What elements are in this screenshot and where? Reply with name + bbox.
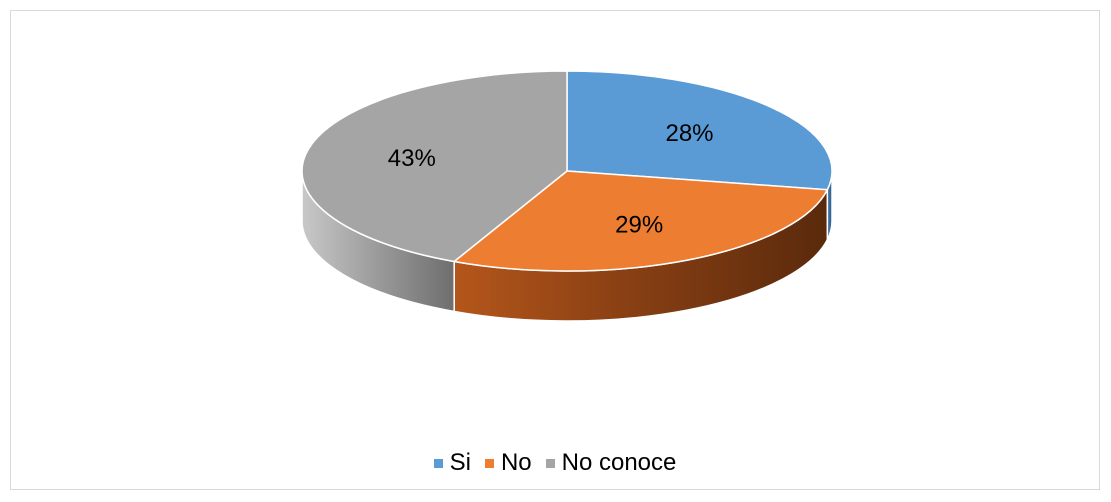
pie-slice-no (453, 170, 829, 272)
legend-label: No conoce (561, 449, 677, 476)
legend-label: No (500, 449, 532, 476)
data-label-si: 28% (665, 120, 713, 147)
legend-swatch (545, 458, 555, 468)
data-label-no-conoce: 43% (388, 145, 436, 172)
pie-slice-si (566, 70, 833, 191)
legend-swatch (433, 458, 443, 468)
legend-item-no: No (484, 449, 532, 477)
data-label-no: 29% (615, 212, 663, 239)
pie-slice-no-conoce (301, 70, 568, 263)
legend-swatch (484, 458, 494, 468)
legend-item-si: Si (433, 449, 471, 477)
chart-frame: 28% 29% 43% Si No No conoce (10, 10, 1100, 490)
legend-label: Si (449, 449, 471, 476)
legend-item-no-conoce: No conoce (545, 449, 677, 477)
pie-chart: 28% 29% 43% (301, 70, 833, 322)
legend: Si No No conoce (11, 449, 1099, 477)
